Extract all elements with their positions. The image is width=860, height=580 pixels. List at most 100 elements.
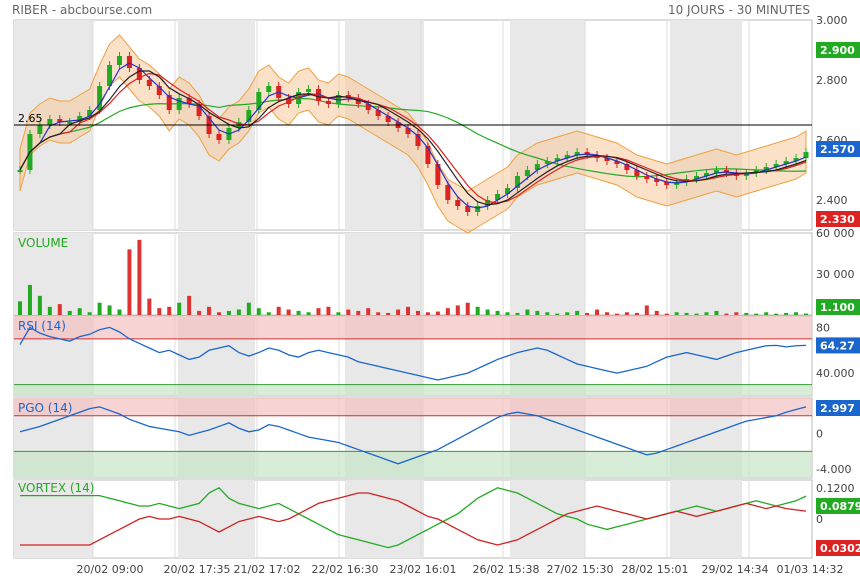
pgo-panel: PGO (14) 0 -4.000 bbox=[14, 398, 851, 478]
y-tick-label: 2.400 bbox=[816, 194, 848, 207]
y-tick-label: 3.000 bbox=[816, 14, 848, 27]
volume-bar bbox=[585, 312, 590, 315]
volume-bar bbox=[465, 302, 470, 315]
moving-average-line bbox=[19, 62, 807, 209]
chart-period-label: 10 JOURS - 30 MINUTES bbox=[668, 3, 810, 17]
candle bbox=[385, 116, 391, 122]
y-tick-label: -4.000 bbox=[816, 463, 851, 476]
candle bbox=[216, 134, 222, 140]
candle bbox=[534, 164, 540, 170]
volume-bar bbox=[595, 309, 600, 315]
badge-value: 2.330 bbox=[820, 213, 855, 226]
volume-bar bbox=[614, 313, 619, 315]
moving-average-line bbox=[19, 72, 807, 204]
session-band bbox=[670, 233, 742, 315]
volume-bar bbox=[37, 295, 42, 315]
candle bbox=[624, 164, 630, 170]
moving-average-line bbox=[19, 70, 807, 206]
candle bbox=[107, 65, 113, 86]
volume-bar bbox=[316, 308, 321, 315]
panel-title: RSI (14) bbox=[18, 319, 66, 333]
volume-bar bbox=[535, 310, 540, 315]
volume-bar bbox=[127, 249, 132, 315]
candle bbox=[485, 200, 491, 206]
candle bbox=[415, 134, 421, 146]
candle bbox=[773, 164, 779, 167]
candle bbox=[116, 56, 122, 65]
volume-bar bbox=[296, 310, 301, 315]
volume-bar bbox=[256, 308, 261, 315]
volume-bar bbox=[386, 312, 391, 315]
volume-bar bbox=[624, 312, 629, 315]
volume-bar bbox=[117, 309, 122, 315]
volume-bar bbox=[475, 306, 480, 315]
session-band bbox=[345, 233, 424, 315]
badge-last: 2.570 bbox=[816, 141, 860, 157]
volume-bar bbox=[634, 312, 639, 315]
volume-bar bbox=[495, 310, 500, 315]
vortex-line bbox=[20, 492, 807, 546]
candle bbox=[664, 182, 670, 185]
candle bbox=[654, 179, 660, 182]
candle bbox=[803, 152, 809, 158]
volume-bar bbox=[67, 310, 72, 315]
volume-bar bbox=[694, 313, 699, 315]
badge-value: 64.27 bbox=[820, 339, 855, 352]
volume-bar bbox=[266, 312, 271, 315]
volume-bar bbox=[415, 310, 420, 315]
session-band bbox=[670, 480, 742, 558]
badge-value: 2.570 bbox=[820, 143, 855, 156]
x-tick-label: 27/02 15:30 bbox=[547, 563, 614, 576]
volume-bar bbox=[674, 312, 679, 315]
overbought-zone bbox=[14, 398, 812, 416]
volume-bar bbox=[784, 312, 789, 315]
candle bbox=[47, 119, 53, 125]
volume-bar bbox=[336, 312, 341, 315]
candle bbox=[713, 170, 719, 173]
badge-value: 2.997 bbox=[820, 402, 855, 415]
panel-5 bbox=[13, 479, 813, 559]
volume-bar bbox=[455, 305, 460, 315]
volume-bar bbox=[57, 304, 62, 315]
badge-value: 2.900 bbox=[820, 44, 855, 57]
y-tick-label: 60 000 bbox=[816, 227, 855, 240]
candle bbox=[405, 128, 411, 134]
volume-bar bbox=[197, 310, 202, 315]
badge-value: 0.0302 bbox=[820, 542, 860, 555]
candle bbox=[614, 161, 620, 164]
candle bbox=[196, 104, 202, 116]
badge-volume: 1.100 bbox=[816, 299, 860, 315]
y-tick-label: 0.1200 bbox=[816, 482, 855, 495]
y-tick-label: 80 bbox=[816, 321, 830, 334]
x-tick-label: 20/02 09:00 bbox=[77, 563, 144, 576]
volume-bar bbox=[545, 312, 550, 315]
candle bbox=[425, 146, 431, 164]
candle bbox=[495, 194, 501, 200]
volume-bar bbox=[286, 309, 291, 315]
badge-value: 0.0879 bbox=[820, 500, 860, 513]
candle bbox=[694, 176, 700, 179]
candle bbox=[604, 158, 610, 161]
volume-bar bbox=[744, 312, 749, 315]
indicator-line bbox=[19, 406, 807, 465]
session-band bbox=[14, 233, 93, 315]
volume-bar bbox=[107, 305, 112, 315]
volume-bar bbox=[177, 302, 182, 315]
badge-vortex-minus: 0.0302 bbox=[816, 540, 860, 556]
candle bbox=[166, 95, 172, 110]
x-tick-label: 22/02 16:30 bbox=[312, 563, 379, 576]
y-tick-label: 0 bbox=[816, 428, 823, 441]
volume-bar bbox=[87, 312, 92, 315]
candle bbox=[126, 56, 132, 68]
chart-source-title: RIBER - abcbourse.com bbox=[12, 3, 152, 17]
volume-bar bbox=[764, 312, 769, 315]
candle bbox=[505, 188, 511, 194]
candle bbox=[455, 200, 461, 206]
candle bbox=[87, 110, 93, 116]
volume-bar bbox=[575, 310, 580, 315]
volume-bar bbox=[27, 284, 32, 315]
candle bbox=[246, 110, 252, 122]
volume-bar bbox=[555, 313, 560, 315]
volume-bar bbox=[445, 308, 450, 315]
